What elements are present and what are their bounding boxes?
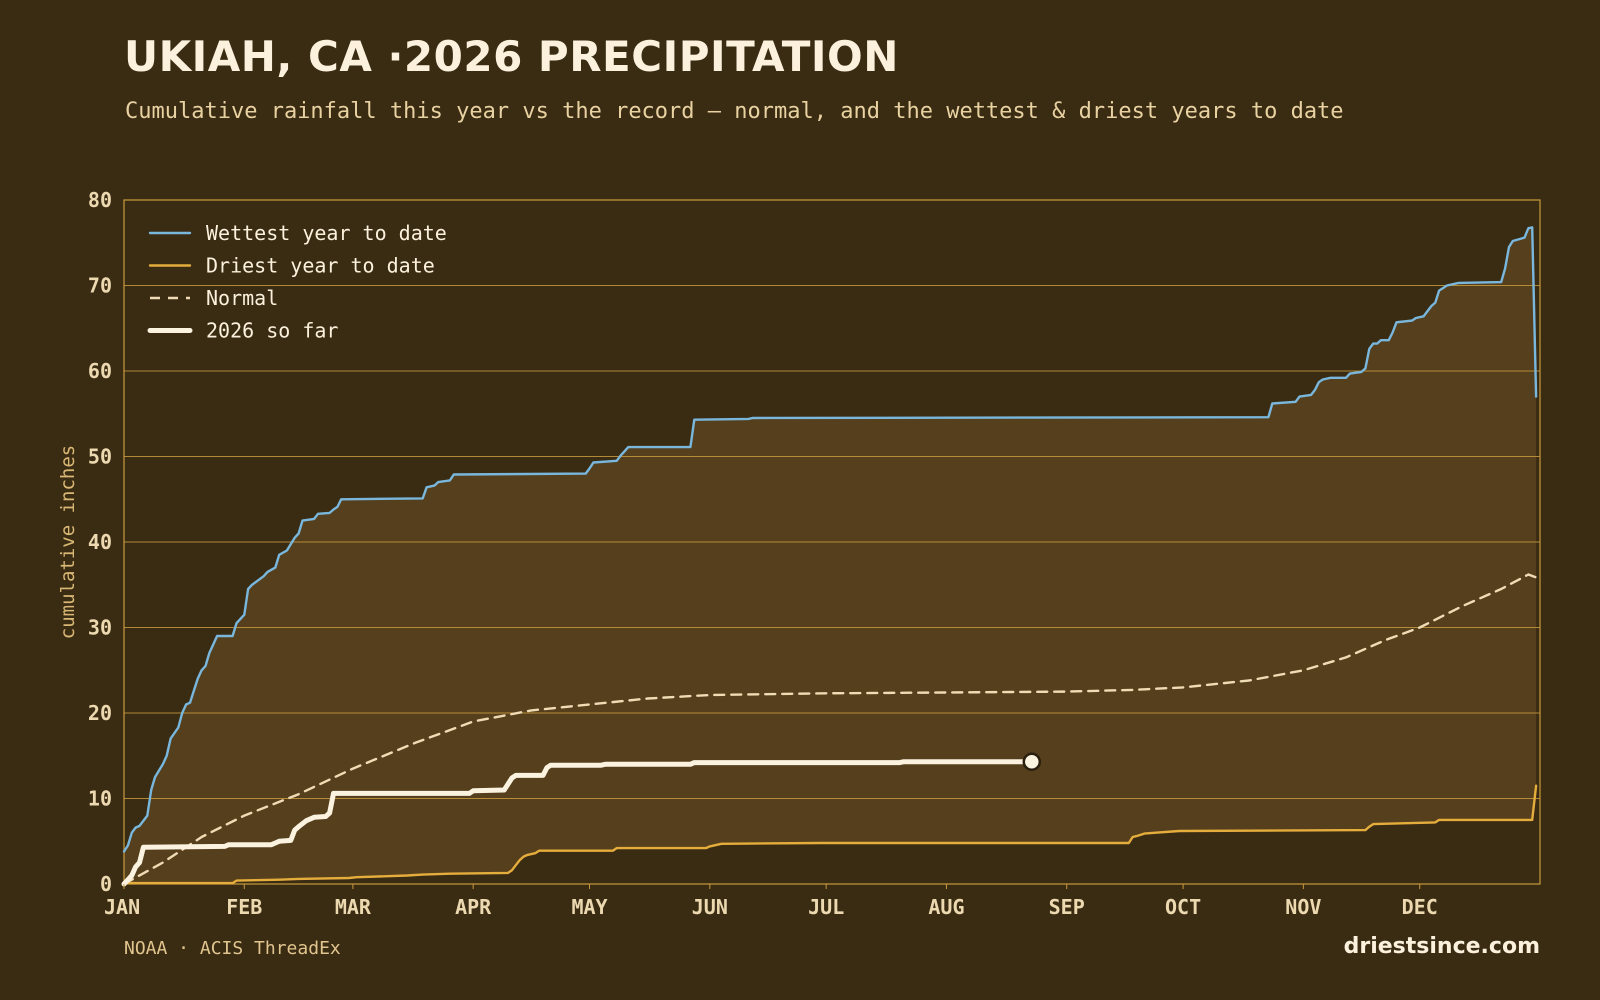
x-tick-label: DEC [1402, 895, 1438, 919]
x-tick-label: MAY [571, 895, 607, 919]
y-tick-label: 70 [88, 274, 112, 298]
y-tick-label: 40 [88, 530, 112, 554]
x-tick-label: SEP [1049, 895, 1085, 919]
driest-line [122, 784, 1538, 885]
y-axis-ticks: 0 10 20 30 40 50 60 70 80 [88, 188, 112, 896]
y-tick-label: 80 [88, 188, 112, 212]
y-tick-label: 60 [88, 359, 112, 383]
x-tick-label: MAR [335, 895, 372, 919]
x-tick-label: JAN [104, 895, 140, 919]
x-tick-label: JUN [692, 895, 728, 919]
legend-label: 2026 so far [206, 319, 338, 343]
wettest-line [122, 226, 1538, 853]
x-tick-label: APR [455, 895, 492, 919]
grid-lines [124, 285, 1540, 799]
series-group [121, 226, 1542, 887]
chart-title: UKIAH, CA ·2026 PRECIPITATION [124, 32, 899, 81]
legend-label: Driest year to date [206, 254, 435, 278]
x-tick-label: NOV [1285, 895, 1321, 919]
y-tick-label: 20 [88, 701, 112, 725]
legend-label: Normal [206, 286, 278, 310]
legend-label: Wettest year to date [206, 221, 447, 245]
data-source: NOAA · ACIS ThreadEx [124, 938, 341, 959]
current-year-line [121, 759, 1035, 887]
y-axis-label: cumulative inches [57, 445, 79, 639]
legend: Wettest year to date Driest year to date N… [147, 221, 447, 343]
x-tick-label: OCT [1165, 895, 1201, 919]
site-link[interactable]: driestsince.com [1343, 934, 1540, 959]
x-tick-label: AUG [928, 895, 964, 919]
current-year-endpoint[interactable] [1022, 752, 1042, 771]
normal-line [122, 573, 1542, 886]
y-tick-label: 50 [88, 445, 112, 469]
y-tick-label: 30 [88, 616, 112, 640]
wettest-driest-band [124, 227, 1537, 884]
y-tick-label: 10 [88, 787, 112, 811]
x-tick-label: FEB [226, 895, 262, 919]
plot-frame [123, 199, 1541, 885]
x-axis-ticks: JAN FEB MAR APR MAY JUN JUL AUG SEP OCT NOV DEC [104, 884, 1438, 919]
chart-subtitle: Cumulative rainfall this year vs the rec… [125, 99, 1344, 124]
y-tick-label: 0 [100, 872, 112, 896]
x-tick-label: JUL [808, 895, 844, 919]
